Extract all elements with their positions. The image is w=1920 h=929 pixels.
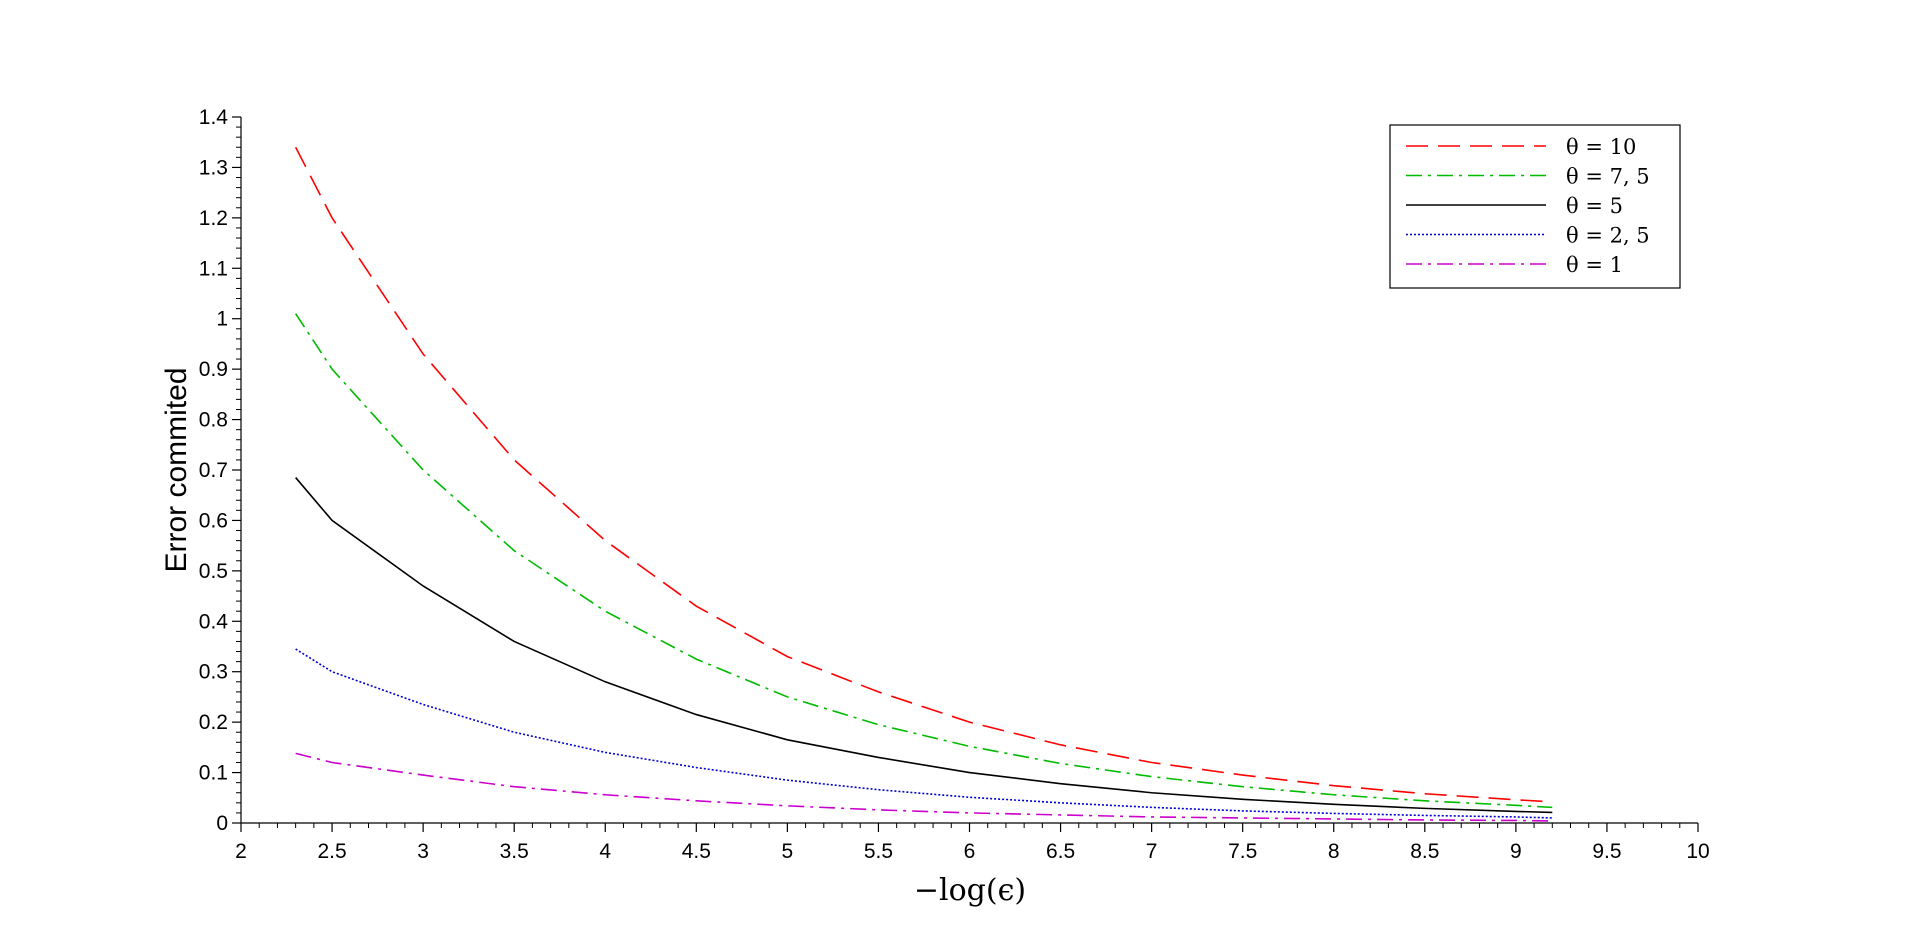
legend-label-4: θ = 2, 5 — [1566, 224, 1650, 248]
x-tick-label: 7 — [1146, 840, 1158, 863]
y-tick-label: 0.2 — [199, 711, 228, 734]
legend-box — [1389, 124, 1681, 289]
legend-label-3: θ = 5 — [1566, 194, 1623, 218]
y-tick-label: 0 — [216, 812, 228, 835]
series-line-2 — [294, 313, 1553, 809]
y-tick-label: 1.1 — [199, 257, 228, 280]
x-tick-label: 5 — [782, 840, 794, 863]
x-tick-label: 8 — [1328, 840, 1340, 863]
x-tick-label: 6.5 — [1046, 840, 1075, 863]
x-tick-label: 6 — [964, 840, 976, 863]
y-tick-label: 0.9 — [199, 358, 228, 381]
y-tick-label: 0.4 — [199, 610, 229, 633]
series-line-5 — [295, 752, 1553, 822]
series-line-4 — [295, 648, 1553, 819]
y-tick-label: 0.3 — [199, 661, 228, 684]
y-tick-label: 0.7 — [199, 459, 228, 482]
x-tick-label: 10 — [1686, 840, 1709, 863]
x-tick-label: 4.5 — [682, 840, 711, 863]
y-tick-label: 0.5 — [199, 560, 228, 583]
y-tick-label: 0.1 — [199, 762, 228, 785]
y-tick-label: 0.8 — [199, 409, 228, 432]
series-line-3 — [295, 477, 1553, 814]
x-tick-label: 3 — [417, 840, 429, 863]
x-tick-label: 3.5 — [500, 840, 529, 863]
x-tick-label: 4 — [599, 840, 611, 863]
y-tick-label: 1.4 — [199, 106, 229, 129]
legend-label-5: θ = 1 — [1566, 253, 1623, 277]
legend-label-2: θ = 7, 5 — [1566, 165, 1650, 189]
y-tick-label: 0.6 — [199, 509, 228, 532]
y-axis-label: Error commited — [160, 367, 193, 572]
axes-layer: 2 2.5 3 3.5 4 4.5 5 5.5 6 6.5 7 7.5 8 8.5 9 9.5 10 0 0.1 0.… — [199, 106, 1710, 863]
legend: θ = 10 θ = 7, 5 θ = 5 θ = 2, 5 θ = 1 — [1389, 124, 1681, 289]
y-tick-label: 1 — [216, 308, 228, 331]
x-tick-label: 9.5 — [1592, 840, 1621, 863]
series-line-1 — [294, 146, 1553, 803]
y-tick-label: 1.2 — [199, 207, 228, 230]
x-axis-label: −log(ϵ) — [914, 873, 1026, 908]
x-tick-label: 9 — [1510, 840, 1522, 863]
x-tick-label: 5.5 — [864, 840, 893, 863]
x-tick-label: 2.5 — [317, 840, 346, 863]
x-tick-label: 7.5 — [1228, 840, 1257, 863]
series-layer — [294, 146, 1553, 822]
legend-label-1: θ = 10 — [1566, 135, 1636, 159]
x-tick-label: 2 — [235, 840, 247, 863]
x-tick-label: 8.5 — [1410, 840, 1439, 863]
y-tick-label: 1.3 — [199, 156, 228, 179]
